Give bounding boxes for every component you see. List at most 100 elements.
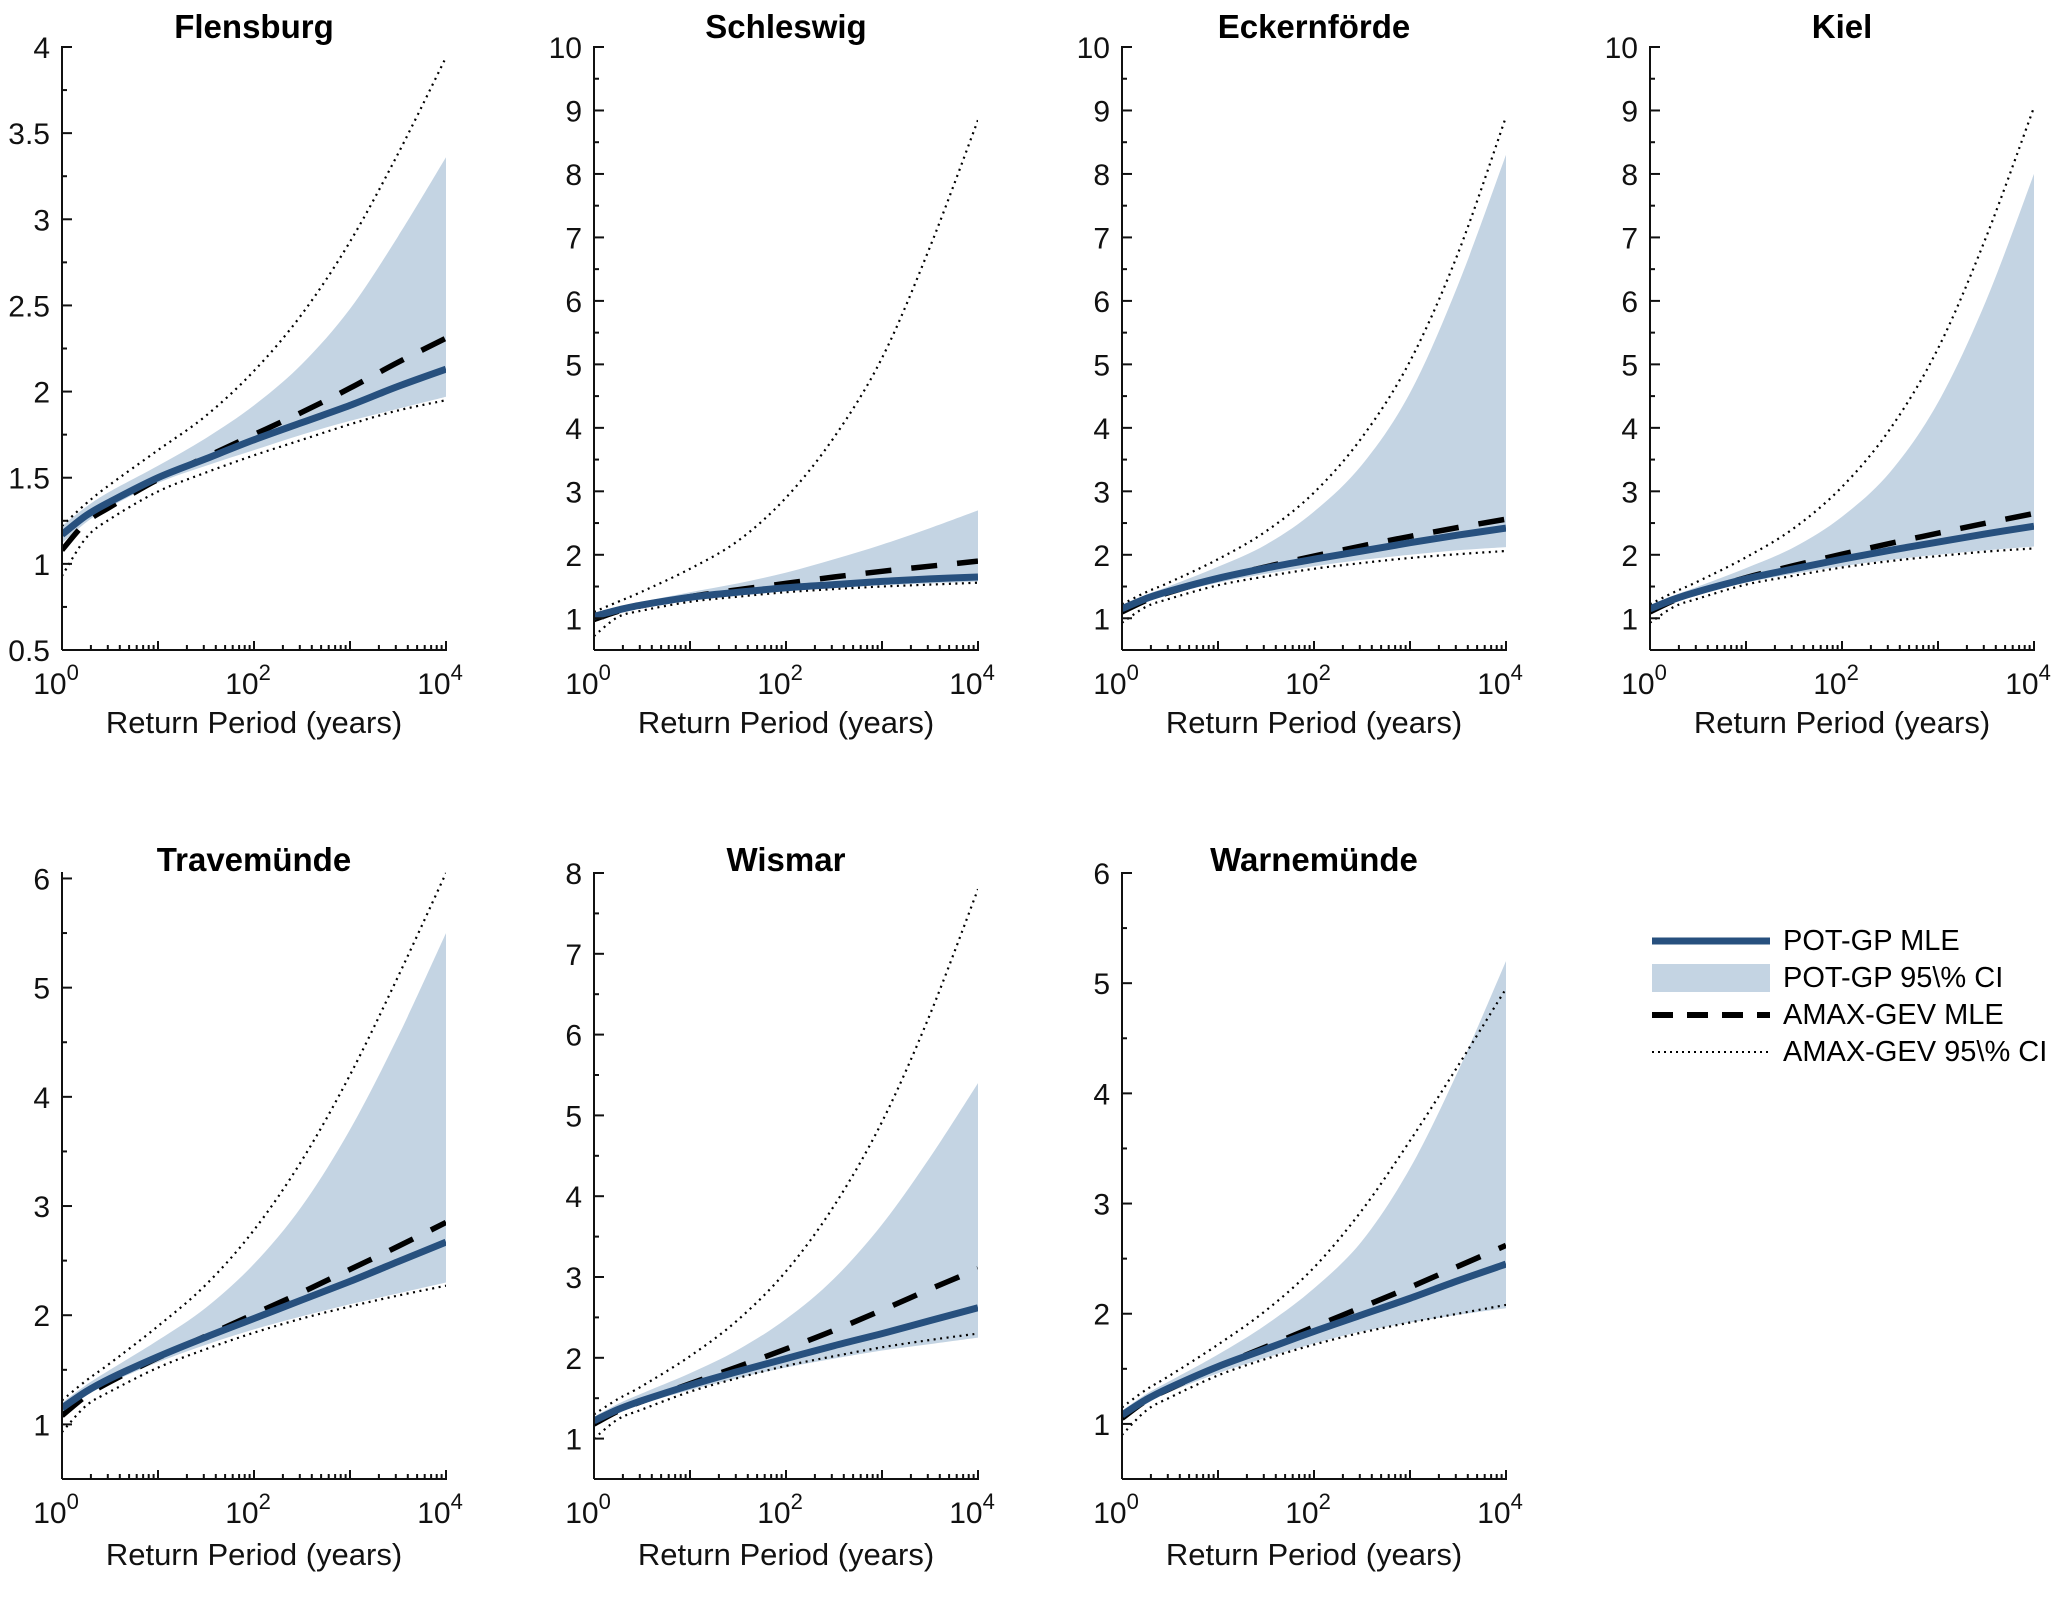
y-tick-label: 3	[33, 204, 50, 237]
pot-ci-area	[62, 157, 446, 544]
x-tick-label: 104	[949, 1489, 995, 1530]
x-tick-label: 102	[757, 660, 803, 701]
y-tick-label: 1	[565, 1424, 582, 1457]
y-tick-label: 3	[33, 1191, 50, 1224]
series-group	[1122, 961, 1506, 1436]
x-tick-label: 100	[1093, 1489, 1139, 1530]
plot-warnemuende: 1 2 3 4 5 6 100 102 104	[1093, 858, 1523, 1530]
y-tick-label: 2	[1621, 540, 1638, 573]
x-tick-label: 102	[1285, 1489, 1331, 1530]
y-tick-label: 6	[1093, 286, 1110, 319]
amax-ci-upper-line	[1122, 116, 1506, 606]
series-group	[62, 56, 446, 577]
series-group	[1650, 106, 2034, 624]
solid-line-swatch-icon	[1652, 937, 1770, 945]
x-tick-label: 100	[565, 660, 611, 701]
y-tick-label: 8	[565, 858, 582, 891]
plot-schleswig: 1 2 3 4 5 6 7 8 9 10 100 102 104	[549, 32, 995, 701]
xlabel-wismar: Return Period (years)	[637, 1537, 935, 1572]
y-tick-label: 8	[565, 159, 582, 192]
y-tick-label: 6	[1093, 858, 1110, 891]
legend-item-pot-mle: POT-GP MLE	[1652, 924, 2047, 958]
xlabel-travemuende: Return Period (years)	[105, 1537, 403, 1572]
amax-ci-upper-line	[594, 119, 978, 613]
xlabel-schleswig: Return Period (years)	[637, 705, 935, 740]
panel-title-schleswig: Schleswig	[705, 8, 867, 45]
xlabel-eckernfoerde: Return Period (years)	[1165, 705, 1463, 740]
x-tick-label: 102	[757, 1489, 803, 1530]
pot-ci-area	[62, 933, 446, 1414]
x-tick-label: 104	[417, 660, 463, 701]
pot-mle-line	[594, 1304, 978, 1424]
pot-mle-line	[594, 573, 978, 620]
panel-title-eckernfoerde: Eckernförde	[1217, 8, 1411, 45]
amax-mle-line	[1122, 516, 1506, 615]
plot-eckernfoerde: 1 2 3 4 5 6 7 8 9 10 100 102 104	[1077, 32, 1523, 701]
amax-ci-upper-line	[62, 56, 446, 527]
plot-travemuende: 1 2 3 4 5 6 100 102 104	[33, 863, 463, 1530]
y-tick-label: 5	[565, 349, 582, 382]
y-tick-label: 3.5	[8, 118, 50, 151]
y-tick-label: 3	[565, 476, 582, 509]
y-tick-label: 2	[33, 1300, 50, 1333]
series-group	[62, 872, 446, 1433]
y-tick-label: 9	[1621, 95, 1638, 128]
amax-ci-upper-line	[594, 888, 978, 1416]
y-tick-label: 4	[1093, 413, 1110, 446]
amax-ci-lower-line	[594, 1332, 978, 1440]
x-tick-label: 104	[1477, 1489, 1523, 1530]
x-tick-label: 100	[1621, 660, 1667, 701]
y-tick-label: 7	[1093, 222, 1110, 255]
amax-mle-line	[1650, 510, 2034, 615]
y-tick-label: 8	[1093, 159, 1110, 192]
y-tick-label: 2	[33, 377, 50, 410]
y-tick-label: 3	[1621, 476, 1638, 509]
y-tick-label: 2.5	[8, 290, 50, 323]
pot-ci-area	[1122, 961, 1506, 1420]
y-tick-label: 4	[565, 413, 582, 446]
y-tick-label: 1	[33, 549, 50, 582]
x-tick-label: 104	[1477, 660, 1523, 701]
y-tick-label: 1	[1621, 603, 1638, 636]
y-tick-label: 1	[1093, 603, 1110, 636]
xlabel-kiel: Return Period (years)	[1693, 705, 1991, 740]
series-group	[594, 888, 978, 1440]
patch-swatch-icon	[1652, 964, 1770, 992]
plot-wismar: 1 2 3 4 5 6 7 8 100 102 104	[565, 858, 995, 1530]
y-tick-label: 10	[549, 32, 582, 65]
y-tick-label: 3	[1093, 476, 1110, 509]
plot-kiel: 1 2 3 4 5 6 7 8 9 10 100 102 104	[1605, 32, 2051, 701]
pot-mle-line	[1122, 1260, 1506, 1419]
pot-ci-area	[594, 1083, 978, 1425]
y-tick-label: 1.5	[8, 463, 50, 496]
y-tick-label: 6	[33, 863, 50, 896]
legend-item-pot-ci: POT-GP 95\% CI	[1652, 961, 2047, 995]
amax-ci-lower-line	[1122, 549, 1506, 624]
axes: 1 2 3 4 5 6 100 102 104	[1093, 858, 1523, 1530]
y-tick-label: 1	[565, 603, 582, 636]
x-tick-label: 104	[949, 660, 995, 701]
y-tick-label: 5	[1093, 968, 1110, 1001]
amax-ci-lower-line	[1650, 547, 2034, 624]
y-tick-label: 5	[1093, 349, 1110, 382]
y-tick-label: 4	[565, 1181, 582, 1214]
amax-ci-upper-line	[1122, 988, 1506, 1409]
dotted-line-swatch-icon	[1652, 1051, 1770, 1053]
pot-mle-line	[62, 365, 446, 538]
y-tick-label: 3	[1093, 1189, 1110, 1222]
legend-label: AMAX-GEV MLE	[1783, 998, 2004, 1031]
y-tick-label: 6	[565, 286, 582, 319]
series-group	[594, 119, 978, 637]
y-tick-label: 8	[1621, 159, 1638, 192]
legend-label: POT-GP 95\% CI	[1783, 961, 2004, 994]
x-tick-label: 100	[565, 1489, 611, 1530]
y-tick-label: 4	[33, 32, 50, 65]
x-tick-label: 100	[1093, 660, 1139, 701]
x-tick-label: 104	[2005, 660, 2051, 701]
y-tick-label: 7	[565, 939, 582, 972]
y-tick-label: 6	[565, 1020, 582, 1053]
legend: POT-GP MLE POT-GP 95\% CI AMAX-GEV MLE A…	[1652, 924, 2047, 1069]
x-tick-label: 102	[225, 1489, 271, 1530]
